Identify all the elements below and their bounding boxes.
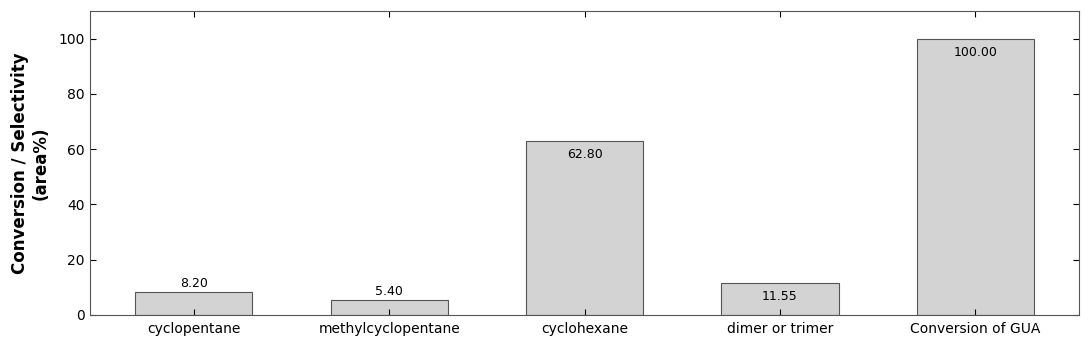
Bar <box>917 39 1034 315</box>
Bar <box>330 300 448 315</box>
Text: 62.80: 62.80 <box>567 149 603 161</box>
Bar <box>525 142 643 315</box>
Text: 11.55: 11.55 <box>762 290 798 303</box>
Text: 5.40: 5.40 <box>375 285 403 298</box>
Text: 8.20: 8.20 <box>180 277 208 290</box>
Text: 100.00: 100.00 <box>954 46 997 59</box>
Bar <box>135 292 253 315</box>
Y-axis label: Conversion / Selectivity
(area%): Conversion / Selectivity (area%) <box>11 52 50 274</box>
Bar <box>722 283 838 315</box>
